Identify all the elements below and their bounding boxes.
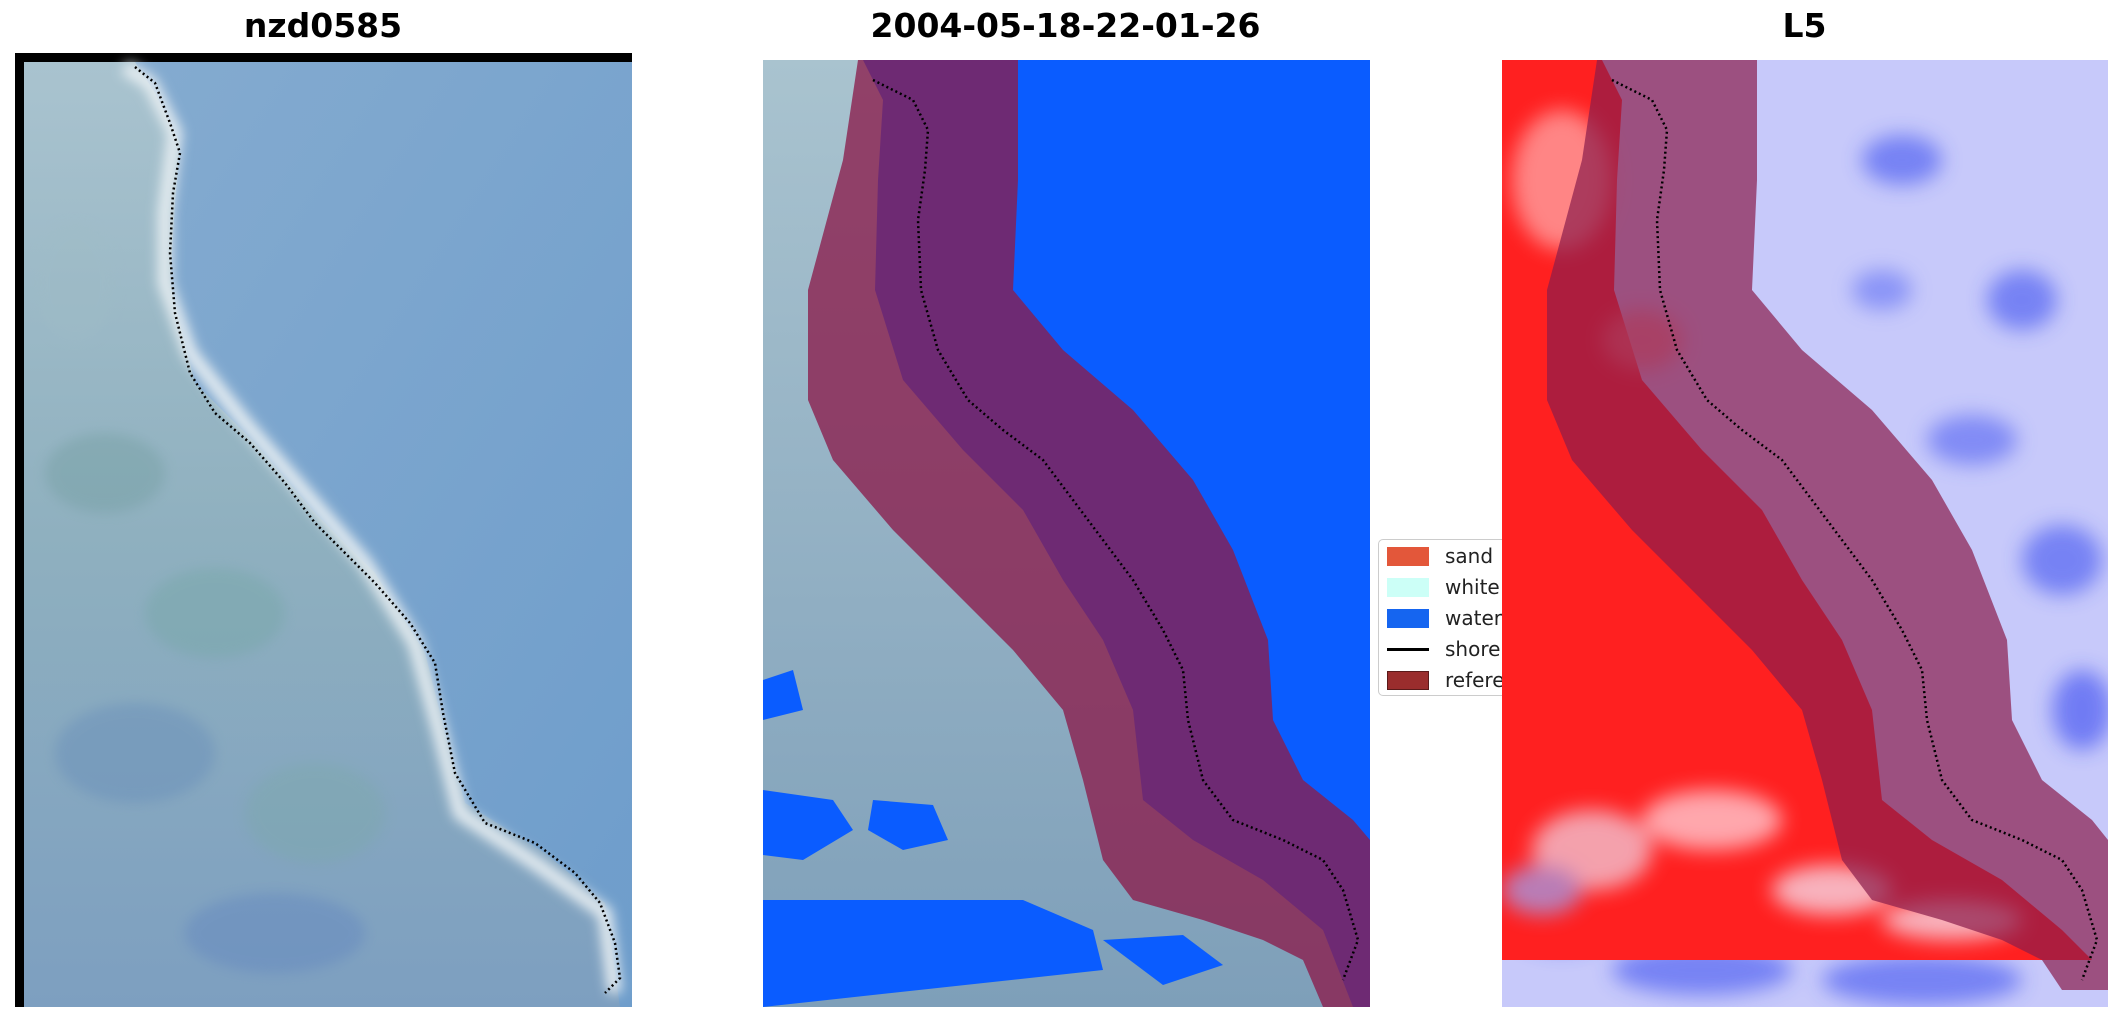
panel-title-satellite: nzd0585 [243, 6, 403, 45]
positive-index-area [1502, 60, 2092, 960]
reference-band [808, 60, 1370, 1007]
legend-swatch-reference [1387, 670, 1429, 690]
legend-item-sand: sand [1387, 541, 1493, 571]
water-patches [763, 670, 1223, 1007]
legend-item-water: water [1387, 603, 1502, 633]
beach-strip [121, 61, 622, 994]
legend-label: water [1445, 606, 1502, 630]
panel-title-index: L5 [1782, 6, 1827, 45]
legend-line-shore [1387, 647, 1429, 651]
legend-swatch-white [1387, 577, 1429, 597]
legend-item-white: white [1387, 572, 1500, 602]
legend-label: shore [1445, 637, 1501, 661]
shoreline [872, 78, 1360, 981]
reference-band [1547, 60, 2108, 990]
satellite-image-panel [15, 53, 632, 1007]
legend-label: refere [1445, 668, 1505, 692]
shoreline [1611, 78, 2099, 981]
legend-item-shore: shore [1387, 634, 1500, 664]
shoreline [134, 66, 622, 994]
legend-swatch-water [1387, 608, 1429, 628]
land-imagery [763, 60, 1353, 1007]
legend: sand white water shore refere [1378, 539, 1508, 696]
legend-label: sand [1445, 544, 1494, 568]
panel-title-classification: 2004-05-18-22-01-26 [870, 6, 1261, 45]
legend-swatch-sand [1387, 546, 1429, 566]
legend-label: white [1445, 575, 1500, 599]
vegetation-texture [35, 223, 385, 973]
legend-item-reference: refere [1387, 665, 1505, 695]
index-map-panel [1502, 60, 2108, 1007]
classification-panel [763, 60, 1370, 1007]
